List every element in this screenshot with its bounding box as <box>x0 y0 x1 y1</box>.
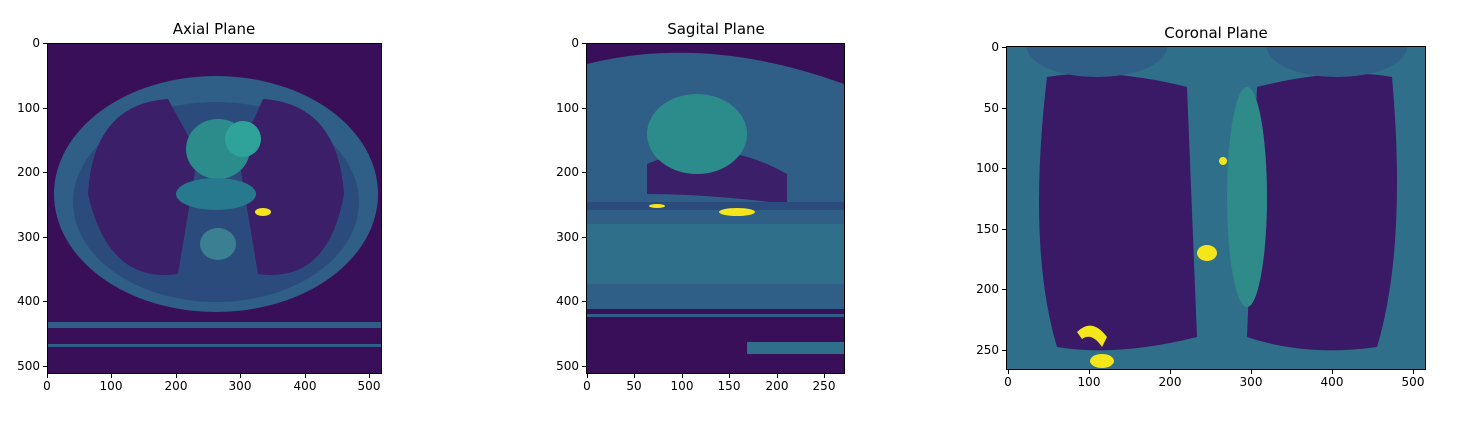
axial-x-tickmark <box>47 374 48 378</box>
coronal-x-tick-label: 0 <box>1004 375 1012 389</box>
axial-x-tickmark <box>240 374 241 378</box>
sagittal-y-tick-label: 500 <box>556 359 579 373</box>
axial-y-tick-label: 500 <box>17 359 40 373</box>
axial-y-tickmark <box>43 108 47 109</box>
sagittal-title: Sagital Plane <box>667 20 765 38</box>
sagittal-y-tick-label: 400 <box>556 294 579 308</box>
coronal-y-tick-label: 100 <box>976 161 999 175</box>
axial-y-tick-label: 400 <box>17 294 40 308</box>
sagittal-y-tick-label: 200 <box>556 165 579 179</box>
coronal-title: Coronal Plane <box>1164 24 1268 42</box>
coronal-y-tickmark <box>1002 229 1006 230</box>
sagittal-x-tickmark <box>682 374 683 378</box>
axial-x-tickmark <box>176 374 177 378</box>
axial-y-tick-label: 300 <box>17 230 40 244</box>
axial-x-tickmark <box>369 374 370 378</box>
coronal-x-tickmark <box>1089 370 1090 374</box>
sagittal-y-tickmark <box>582 366 586 367</box>
axial-y-tickmark <box>43 172 47 173</box>
coronal-x-tickmark <box>1413 370 1414 374</box>
sagittal-y-tickmark <box>582 43 586 44</box>
sagittal-y-tick-label: 100 <box>556 101 579 115</box>
sagittal-x-tick-label: 50 <box>626 379 642 393</box>
coronal-y-tick-label: 150 <box>976 222 999 236</box>
sagittal-x-tickmark <box>777 374 778 378</box>
axial-y-tickmark <box>43 237 47 238</box>
axial-y-tick-label: 200 <box>17 165 40 179</box>
coronal-x-tickmark <box>1170 370 1171 374</box>
coronal-y-tick-label: 200 <box>976 282 999 296</box>
coronal-x-tickmark <box>1008 370 1009 374</box>
sagittal-x-tickmark <box>587 374 588 378</box>
axial-x-tick-label: 300 <box>228 379 252 393</box>
sagittal-y-tick-label: 300 <box>556 230 579 244</box>
coronal-x-tickmark <box>1332 370 1333 374</box>
coronal-y-tick-label: 50 <box>983 101 999 115</box>
sagittal-x-tick-label: 200 <box>765 379 789 393</box>
sagittal-x-tick-label: 0 <box>583 379 591 393</box>
axial-y-tickmark <box>43 301 47 302</box>
sagittal-y-tick-label: 0 <box>571 36 579 50</box>
sagittal-y-tickmark <box>582 301 586 302</box>
coronal-x-tick-label: 500 <box>1401 375 1425 389</box>
axial-x-tick-label: 100 <box>99 379 123 393</box>
axial-y-tick-label: 0 <box>32 36 40 50</box>
axial-x-tick-label: 400 <box>293 379 317 393</box>
coronal-y-tickmark <box>1002 47 1006 48</box>
axial-x-tick-label: 0 <box>43 379 51 393</box>
coronal-x-tickmark <box>1251 370 1252 374</box>
coronal-y-tickmark <box>1002 289 1006 290</box>
axial-x-tickmark <box>305 374 306 378</box>
sagittal-x-tick-label: 100 <box>670 379 694 393</box>
coronal-y-tickmark <box>1002 350 1006 351</box>
axial-y-tickmark <box>43 43 47 44</box>
coronal-y-tickmark <box>1002 168 1006 169</box>
coronal-x-tick-label: 400 <box>1320 375 1344 389</box>
axial-title: Axial Plane <box>172 20 256 38</box>
sagittal-y-tickmark <box>582 108 586 109</box>
coronal-x-tick-label: 300 <box>1239 375 1263 389</box>
coronal-y-tickmark <box>1002 108 1006 109</box>
sagittal-x-tickmark <box>729 374 730 378</box>
sagittal-x-tickmark <box>634 374 635 378</box>
axial-x-tickmark <box>111 374 112 378</box>
axial-y-tickmark <box>43 366 47 367</box>
axial-x-tick-label: 500 <box>357 379 381 393</box>
sagittal-x-tick-label: 250 <box>812 379 836 393</box>
sagittal-image <box>586 43 845 374</box>
coronal-x-tick-label: 100 <box>1077 375 1101 389</box>
sagittal-x-tick-label: 150 <box>717 379 741 393</box>
sagittal-y-tickmark <box>582 237 586 238</box>
axial-image <box>47 43 382 374</box>
coronal-y-tick-label: 0 <box>991 40 999 54</box>
axial-x-tick-label: 200 <box>164 379 188 393</box>
axial-y-tick-label: 100 <box>17 101 40 115</box>
sagittal-x-tickmark <box>824 374 825 378</box>
sagittal-y-tickmark <box>582 172 586 173</box>
coronal-image <box>1006 46 1426 370</box>
coronal-y-tick-label: 250 <box>976 343 999 357</box>
coronal-x-tick-label: 200 <box>1158 375 1182 389</box>
